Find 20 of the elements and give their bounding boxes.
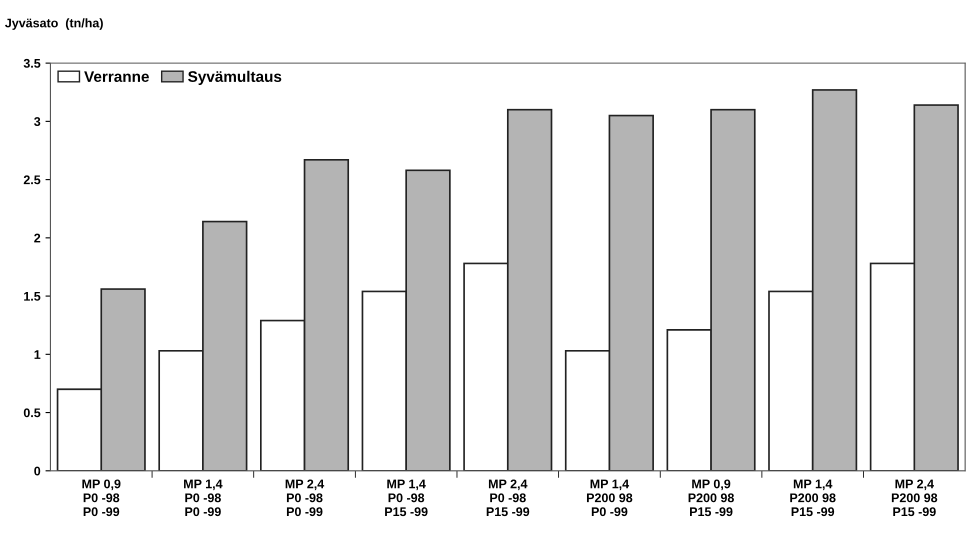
x-tick-label: MP 2,4 P200 98 P15 -99 <box>892 479 938 516</box>
y-tick-label: 1.5 <box>24 292 40 301</box>
x-tick-label: MP 2,4 P0 -98 P0 -99 <box>286 479 324 516</box>
y-tick-label: 2 <box>34 234 40 242</box>
x-tick-label: MP 0,9 P200 98 P15 -99 <box>688 479 734 516</box>
legend-label: Syvämultaus <box>188 70 282 86</box>
x-tick-label: MP 0,9 P0 -98 P0 -99 <box>82 479 120 516</box>
y-tick-label: 3.5 <box>24 58 40 68</box>
x-tick-label: MP 1,4 P0 -98 P0 -99 <box>184 480 223 516</box>
x-tick-label: MP 1,4 P0 -98 P15 -99 <box>385 480 428 516</box>
x-tick-label: MP 2,4 P0 -98 P15 -99 <box>486 479 530 516</box>
x-tick-label: MP 1,4 P200 98 P0 -99 <box>586 480 632 516</box>
y-axis-title: Jyväsato (tn/ha) <box>5 18 103 30</box>
y-tick-label: 3 <box>34 117 40 126</box>
y-tick-label: 2.5 <box>24 175 40 184</box>
x-tick-label: MP 1,4 P200 98 P15 -99 <box>790 480 836 516</box>
y-tick-label: 1 <box>34 350 40 359</box>
y-tick-label: 0.5 <box>24 408 40 418</box>
legend-label: Verranne <box>84 71 149 82</box>
y-tick-label: 0 <box>34 466 40 476</box>
